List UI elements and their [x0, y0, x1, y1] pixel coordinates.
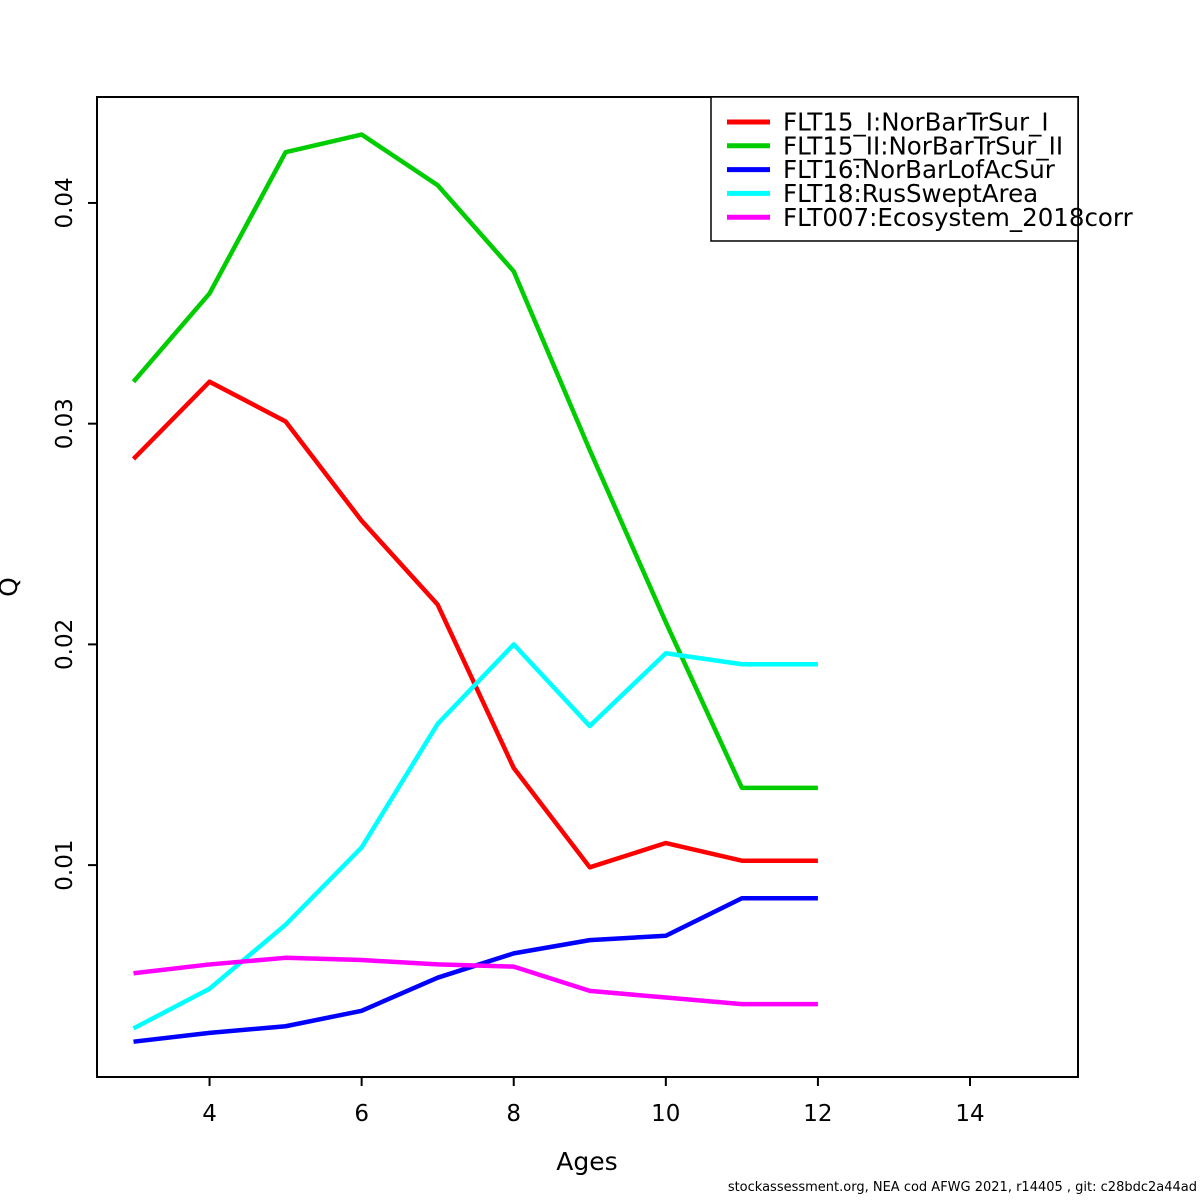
legend-label: FLT15_I:NorBarTrSur_I — [783, 108, 1049, 137]
legend-label: FLT16:NorBarLofAcSur — [783, 155, 1056, 184]
legend-box — [710, 96, 1079, 242]
y-tick-label: 0.03 — [52, 398, 78, 449]
x-tick-label: 4 — [202, 1101, 217, 1127]
x-tick-label: 6 — [354, 1101, 369, 1127]
series-line-flt007 — [133, 955, 818, 1007]
x-axis: 4 6 8 10 12 14 — [202, 1077, 985, 1127]
series-line-flt18 — [132, 642, 818, 1031]
series-line-flt15_i — [131, 379, 818, 870]
series-line-flt15_ii — [131, 132, 818, 791]
y-tick-label: 0.02 — [52, 619, 78, 670]
y-axis-label: Q — [0, 577, 23, 597]
legend-label: FLT007:Ecosystem_2018corr — [783, 203, 1134, 232]
y-axis: 0.01 0.02 0.03 0.04 — [52, 177, 97, 891]
footer-credit: stockassessment.org, NEA cod AFWG 2021, … — [728, 1180, 1197, 1195]
series-lines — [131, 132, 818, 1044]
series-line-flt16 — [133, 895, 818, 1044]
y-tick-label: 0.01 — [52, 839, 78, 890]
x-tick-label: 12 — [803, 1101, 832, 1127]
x-tick-label: 8 — [506, 1101, 521, 1127]
y-tick-label: 0.04 — [52, 177, 78, 228]
x-tick-label: 14 — [955, 1101, 984, 1127]
x-tick-label: 10 — [651, 1101, 680, 1127]
legend: FLT15_I:NorBarTrSur_IFLT15_II:NorBarTrSu… — [710, 96, 1134, 242]
legend-items: FLT15_I:NorBarTrSur_IFLT15_II:NorBarTrSu… — [727, 108, 1134, 232]
legend-label: FLT18:RusSweptArea — [783, 179, 1038, 208]
legend-label: FLT15_II:NorBarTrSur_II — [783, 131, 1063, 160]
x-axis-label: Ages — [556, 1147, 617, 1176]
plot-border — [96, 96, 1079, 1078]
